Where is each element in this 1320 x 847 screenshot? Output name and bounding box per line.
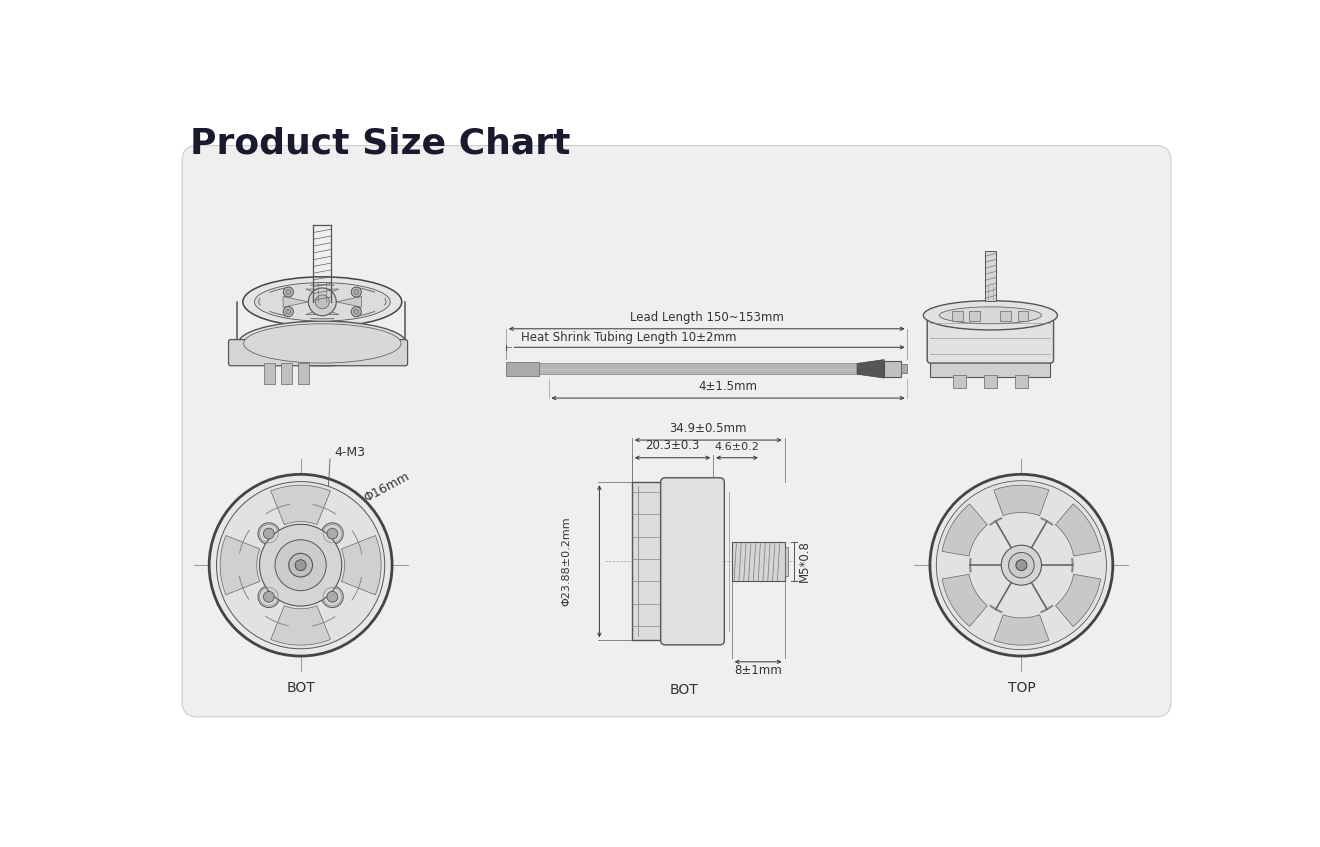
Ellipse shape [255,283,391,321]
Circle shape [351,287,362,297]
Circle shape [264,591,275,602]
Bar [953,311,964,322]
Circle shape [1008,552,1034,578]
Bar [985,251,995,301]
Polygon shape [857,360,884,378]
Text: Lead Length 150~153mm: Lead Length 150~153mm [630,311,784,324]
Text: BOT: BOT [286,681,315,695]
Polygon shape [306,308,339,314]
Circle shape [275,540,326,590]
Circle shape [286,290,290,295]
Bar [510,363,884,374]
Circle shape [354,290,359,295]
Circle shape [1016,560,1027,571]
Circle shape [286,309,290,314]
Polygon shape [337,296,362,307]
Bar [264,363,275,385]
Bar [632,483,693,640]
Circle shape [351,307,362,317]
Circle shape [322,586,343,607]
Circle shape [264,529,275,539]
Text: Φ16mm: Φ16mm [362,469,412,504]
Text: Φ23.88±0.2mm: Φ23.88±0.2mm [562,517,572,606]
Bar [1018,311,1028,322]
Ellipse shape [244,324,401,363]
Bar [884,361,902,377]
Ellipse shape [243,277,401,327]
Bar [1015,375,1028,388]
Text: Heat Shrink Tubing Length 10±2mm: Heat Shrink Tubing Length 10±2mm [520,331,737,344]
Circle shape [216,482,384,649]
Circle shape [354,309,359,314]
Circle shape [327,529,338,539]
Circle shape [209,474,392,656]
Bar [281,363,292,385]
Bar [983,375,997,388]
Text: 4-M3: 4-M3 [334,446,364,459]
Text: Product Size Chart: Product Size Chart [190,126,570,160]
Polygon shape [1056,504,1101,556]
Polygon shape [220,535,260,595]
Polygon shape [942,574,987,627]
Polygon shape [994,485,1049,516]
Bar [506,362,539,376]
Bar [298,363,309,385]
Text: 34.9±0.5mm: 34.9±0.5mm [669,422,747,435]
Bar [1001,311,1011,322]
Circle shape [327,591,338,602]
Polygon shape [271,485,330,524]
Text: 4.6±0.2: 4.6±0.2 [714,442,759,452]
FancyBboxPatch shape [228,340,408,366]
FancyBboxPatch shape [182,146,1171,717]
Circle shape [936,481,1106,650]
Polygon shape [282,296,309,307]
Circle shape [1002,545,1041,585]
Polygon shape [1056,574,1101,627]
Circle shape [257,523,280,545]
FancyBboxPatch shape [661,478,725,645]
Polygon shape [994,615,1049,645]
Polygon shape [271,606,330,645]
FancyBboxPatch shape [927,310,1053,363]
Circle shape [257,586,280,607]
Bar [969,311,981,322]
Circle shape [315,295,329,309]
Bar [931,360,1051,377]
Text: TOP: TOP [1007,681,1035,695]
Circle shape [322,523,343,545]
Circle shape [289,553,313,577]
Bar [731,542,784,580]
Bar [953,375,966,388]
Bar [902,364,907,374]
Circle shape [929,474,1113,656]
Bar [784,547,788,576]
Text: 8±1mm: 8±1mm [734,664,781,678]
Text: 20.3±0.3: 20.3±0.3 [645,440,700,452]
Circle shape [284,287,293,297]
Ellipse shape [940,307,1041,324]
Text: BOT: BOT [669,683,698,696]
Circle shape [260,524,342,606]
Circle shape [296,560,306,571]
Polygon shape [306,289,339,296]
Ellipse shape [238,321,407,366]
Ellipse shape [923,301,1057,330]
Polygon shape [942,504,987,556]
Text: M5*0.8: M5*0.8 [797,540,810,582]
Circle shape [284,307,293,317]
Polygon shape [342,535,381,595]
Circle shape [309,288,337,316]
Text: 4±1.5mm: 4±1.5mm [698,380,758,394]
